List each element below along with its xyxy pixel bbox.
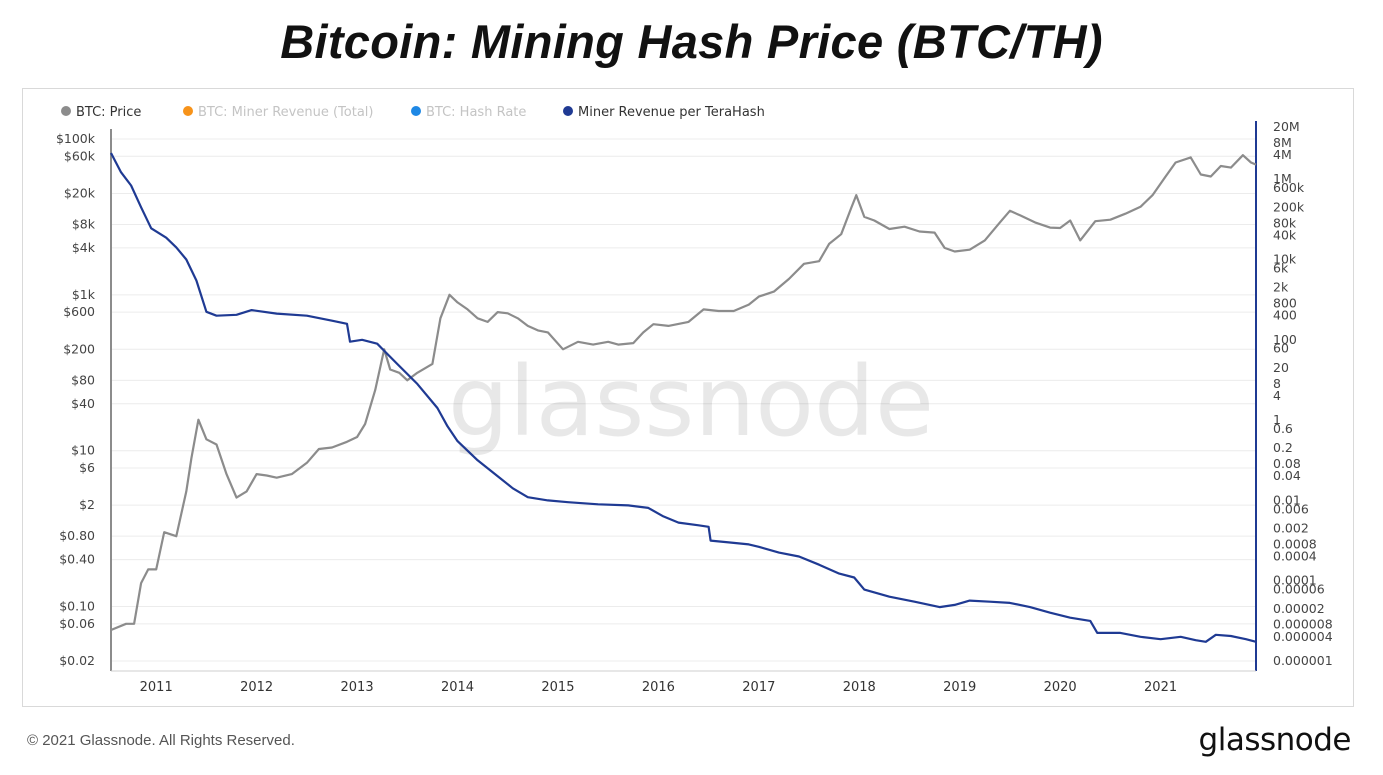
y-right-tick-label: 200k: [1273, 199, 1305, 214]
y-right-tick-label: 0.0008: [1273, 536, 1317, 551]
y-right-tick-label: 0.002: [1273, 520, 1309, 535]
legend-label: BTC: Miner Revenue (Total): [198, 105, 373, 120]
y-right-tick-label: 1M: [1273, 171, 1292, 186]
y-right-tick-label: 20M: [1273, 119, 1300, 134]
chart-title: Bitcoin: Mining Hash Price (BTC/TH): [280, 15, 1103, 68]
y-right-tick-label: 6k: [1273, 260, 1289, 275]
y-left-tick-label: $10: [71, 443, 95, 458]
legend-item-btc-price: BTC: Price: [61, 105, 141, 120]
legend-label: BTC: Price: [76, 105, 141, 120]
legend-item-miner-revenue-per-terahash: Miner Revenue per TeraHash: [563, 105, 765, 120]
x-tick-label: 2014: [441, 680, 474, 695]
x-tick-label: 2012: [240, 680, 273, 695]
y-right-tick-label: 800: [1273, 296, 1297, 311]
y-right-tick-label: 0.00006: [1273, 582, 1325, 597]
y-right-tick-label: 60: [1273, 341, 1289, 356]
watermark: glassnode: [448, 346, 934, 458]
y-left-tick-label: $0.02: [59, 653, 95, 668]
series-lines: [110, 152, 1257, 643]
y-left-tick-label: $1k: [72, 287, 96, 302]
chart-svg: glassnode BTC: Price BTC: Miner Revenue (…: [56, 105, 1333, 695]
y-left-tick-label: $100k: [56, 131, 96, 146]
y-right-tick-label: 0.006: [1273, 501, 1309, 516]
legend-label: Miner Revenue per TeraHash: [578, 105, 765, 120]
y-axis-left: $100k $60k $20k $8k $4k $1k $600 $200 $80 $40 $10 $…: [56, 129, 112, 671]
y-right-tick-label: 0.000001: [1273, 653, 1333, 668]
legend-marker: [61, 106, 71, 116]
grid-lines: [111, 138, 1256, 662]
y-right-tick-label: 0.000004: [1273, 629, 1333, 644]
y-left-tick-label: $60k: [64, 148, 96, 163]
y-left-tick-label: $0.10: [59, 599, 95, 614]
y-right-tick-label: 8: [1273, 376, 1281, 391]
y-left-tick-label: $4k: [72, 240, 96, 255]
y-left-tick-label: $40: [71, 396, 95, 411]
legend-marker: [563, 106, 573, 116]
series-line-miner-revenue-per-terahash: [110, 152, 1257, 643]
x-tick-label: 2021: [1144, 680, 1177, 695]
y-left-tick-label: $80: [71, 372, 95, 387]
y-right-tick-label: 1: [1273, 412, 1281, 427]
legend-item-btc-hash-rate: BTC: Hash Rate: [411, 105, 526, 120]
x-tick-label: 2018: [843, 680, 876, 695]
y-right-tick-label: 80k: [1273, 215, 1297, 230]
y-right-tick-label: 0.04: [1273, 468, 1301, 483]
y-right-tick-label: 8M: [1273, 135, 1292, 150]
x-tick-label: 2016: [642, 680, 675, 695]
y-right-tick-label: 0.08: [1273, 456, 1301, 471]
chart-container: glassnode BTC: Price BTC: Miner Revenue (…: [22, 88, 1354, 707]
x-tick-label: 2020: [1044, 680, 1077, 695]
y-left-tick-label: $0.40: [59, 552, 95, 567]
y-left-tick-label: $6: [79, 460, 95, 475]
legend-label: BTC: Hash Rate: [426, 105, 526, 120]
glassnode-logo: glassnode: [1198, 722, 1352, 758]
y-right-tick-label: 2k: [1273, 280, 1289, 295]
y-right-tick-label: 0.0004: [1273, 549, 1317, 564]
series-line-btc-price: [110, 154, 1257, 632]
y-right-tick-label: 100: [1273, 332, 1297, 347]
y-left-tick-label: $600: [63, 304, 95, 319]
x-tick-label: 2015: [541, 680, 574, 695]
x-tick-label: 2019: [943, 680, 976, 695]
y-right-tick-label: 10k: [1273, 252, 1297, 267]
y-right-tick-label: 0.0001: [1273, 573, 1317, 588]
y-right-tick-label: 0.2: [1273, 440, 1293, 455]
x-tick-label: 2011: [140, 680, 173, 695]
legend-marker: [411, 106, 421, 116]
y-right-tick-label: 40k: [1273, 227, 1297, 242]
legend-marker: [183, 106, 193, 116]
y-left-tick-label: $8k: [72, 216, 96, 231]
x-tick-label: 2013: [341, 680, 374, 695]
legend-item-btc-miner-revenue-total: BTC: Miner Revenue (Total): [183, 105, 373, 120]
y-left-tick-label: $200: [63, 341, 95, 356]
y-left-tick-label: $0.06: [59, 616, 95, 631]
footer-copyright: © 2021 Glassnode. All Rights Reserved.: [27, 732, 295, 749]
y-right-tick-label: 4: [1273, 388, 1281, 403]
y-right-tick-label: 0.000008: [1273, 617, 1333, 632]
y-right-tick-label: 20: [1273, 360, 1289, 375]
y-right-tick-label: 4M: [1273, 147, 1292, 162]
y-right-tick-label: 0.00002: [1273, 601, 1325, 616]
y-left-tick-label: $0.80: [59, 528, 95, 543]
x-tick-label: 2017: [742, 680, 775, 695]
y-left-tick-label: $2: [79, 497, 95, 512]
y-right-tick-label: 400: [1273, 308, 1297, 323]
x-axis: 2011 2012 2013 2014 2015 2016 2017 2018 2019 2020…: [111, 670, 1256, 695]
y-right-tick-label: 0.6: [1273, 421, 1293, 436]
y-right-tick-label: 0.01: [1273, 492, 1301, 507]
chart-legend: BTC: Price BTC: Miner Revenue (Total) BTC:…: [61, 105, 765, 120]
y-right-tick-label: 600k: [1273, 180, 1305, 195]
y-left-tick-label: $20k: [64, 185, 96, 200]
